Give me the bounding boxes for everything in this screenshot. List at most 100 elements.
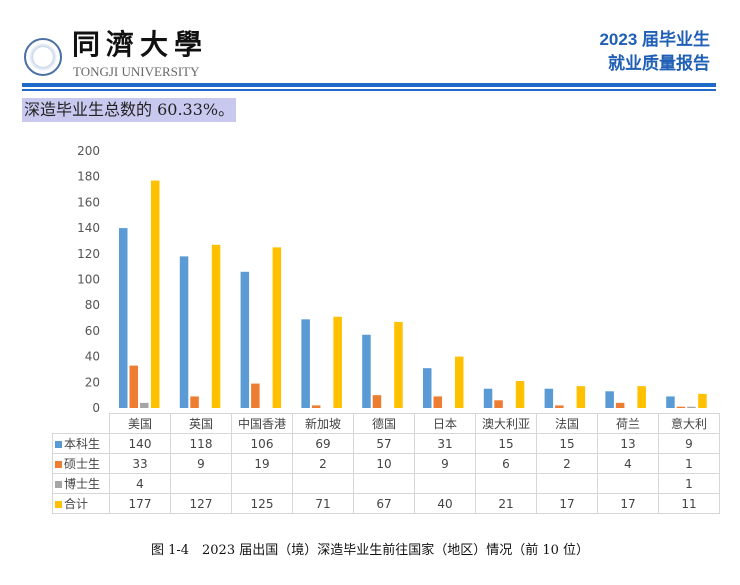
y-tick-label: 80 [85, 298, 100, 312]
data-cell: 118 [170, 433, 232, 454]
data-cell [536, 473, 598, 494]
data-cell: 69 [292, 433, 354, 454]
legend-entry: 合计 [52, 493, 110, 514]
bar-合计-美国 [151, 180, 160, 408]
data-cell: 33 [109, 453, 171, 474]
legend-swatch [55, 500, 62, 508]
y-tick-label: 140 [77, 221, 100, 235]
data-cell: 15 [475, 433, 537, 454]
data-cell: 2 [536, 453, 598, 474]
category-label: 中国香港 [231, 413, 293, 434]
y-tick-label: 180 [77, 170, 100, 184]
y-tick-label: 40 [85, 350, 100, 364]
legend-entry: 硕士生 [52, 453, 110, 474]
data-cell: 9 [414, 453, 476, 474]
data-cell: 21 [475, 493, 537, 514]
data-cell [597, 473, 659, 494]
legend-swatch [55, 480, 62, 488]
y-tick-label: 120 [77, 247, 100, 261]
bar-硕士生-德国 [372, 395, 382, 408]
bar-硕士生-日本 [433, 396, 442, 408]
bar-硕士生-美国 [129, 365, 138, 408]
category-label: 德国 [353, 413, 415, 434]
data-cell: 10 [353, 453, 415, 474]
data-cell: 15 [536, 433, 598, 454]
y-tick-label: 0 [92, 401, 100, 415]
bar-硕士生-英国 [190, 396, 199, 408]
data-cell: 125 [231, 493, 293, 514]
legend-swatch [55, 460, 62, 468]
data-cell [475, 473, 537, 494]
logo-chinese-name: 同濟大學 [72, 28, 209, 61]
bar-合计-荷兰 [637, 386, 646, 408]
bar-本科生-新加坡 [301, 319, 310, 408]
y-tick-label: 160 [77, 195, 100, 209]
legend-label: 硕士生 [64, 456, 101, 471]
bar-合计-德国 [394, 321, 403, 408]
bar-硕士生-中国香港 [251, 383, 260, 408]
data-cell [231, 473, 293, 494]
header-divider-thick [22, 83, 716, 87]
data-cell: 17 [536, 493, 598, 514]
data-cell: 11 [658, 493, 720, 514]
data-cell: 1 [658, 473, 720, 494]
data-cell: 9 [658, 433, 720, 454]
data-cell: 127 [170, 493, 232, 514]
data-cell [414, 473, 476, 494]
category-label: 意大利 [658, 413, 720, 434]
category-label: 新加坡 [292, 413, 354, 434]
data-cell: 57 [353, 433, 415, 454]
bar-本科生-澳大利亚 [483, 388, 493, 408]
figure-caption: 图 1-4 2023 届出国（境）深造毕业生前往国家（地区）情况（前 10 位） [150, 543, 590, 558]
legend-swatch [55, 440, 62, 448]
y-tick-label: 100 [77, 273, 100, 287]
bar-本科生-德国 [362, 334, 371, 408]
legend-label: 博士生 [64, 476, 101, 491]
bar-博士生-美国 [140, 402, 149, 408]
y-tick-label: 200 [77, 144, 100, 158]
bar-本科生-意大利 [666, 396, 675, 408]
data-cell: 40 [414, 493, 476, 514]
data-cell: 71 [292, 493, 354, 514]
bar-博士生-意大利 [687, 406, 696, 408]
logo-english-name: TONGJI UNIVERSITY [73, 64, 200, 79]
bar-合计-新加坡 [333, 316, 342, 408]
legend-entry: 本科生 [52, 433, 110, 454]
data-cell: 1 [658, 453, 720, 474]
bar-硕士生-澳大利亚 [494, 400, 503, 408]
data-cell [292, 473, 354, 494]
bar-本科生-中国香港 [240, 271, 250, 408]
data-cell: 13 [597, 433, 659, 454]
bar-合计-英国 [211, 244, 221, 408]
legend-entry: 博士生 [52, 473, 110, 494]
bar-本科生-英国 [179, 256, 189, 408]
y-tick-label: 60 [85, 324, 100, 338]
data-cell [353, 473, 415, 494]
bar-合计-中国香港 [272, 247, 282, 408]
data-cell: 4 [109, 473, 171, 494]
data-cell: 2 [292, 453, 354, 474]
category-label: 美国 [109, 413, 171, 434]
category-label: 英国 [170, 413, 232, 434]
data-cell: 19 [231, 453, 293, 474]
category-label: 日本 [414, 413, 476, 434]
bar-硕士生-法国 [555, 405, 564, 408]
bar-本科生-美国 [119, 228, 128, 408]
table-row: 博士生 4 1 [52, 473, 720, 494]
bar-硕士生-新加坡 [311, 405, 321, 408]
bar-硕士生-荷兰 [615, 402, 625, 408]
bar-硕士生-意大利 [676, 406, 686, 408]
data-cell: 140 [109, 433, 171, 454]
data-cell [170, 473, 232, 494]
table-row: 合计 177 127 125 71 67 40 21 17 17 11 [52, 493, 720, 514]
data-cell: 17 [597, 493, 659, 514]
bar-合计-澳大利亚 [515, 381, 525, 408]
report-title-line1: 2023 届毕业生 [599, 30, 710, 49]
y-tick-label: 20 [85, 375, 100, 389]
category-label: 荷兰 [597, 413, 659, 434]
data-cell: 67 [353, 493, 415, 514]
tongji-seal-logo [24, 38, 62, 76]
data-cell: 177 [109, 493, 171, 514]
intro-text: 深造毕业生总数的 60.33%。 [22, 98, 237, 122]
data-cell: 6 [475, 453, 537, 474]
